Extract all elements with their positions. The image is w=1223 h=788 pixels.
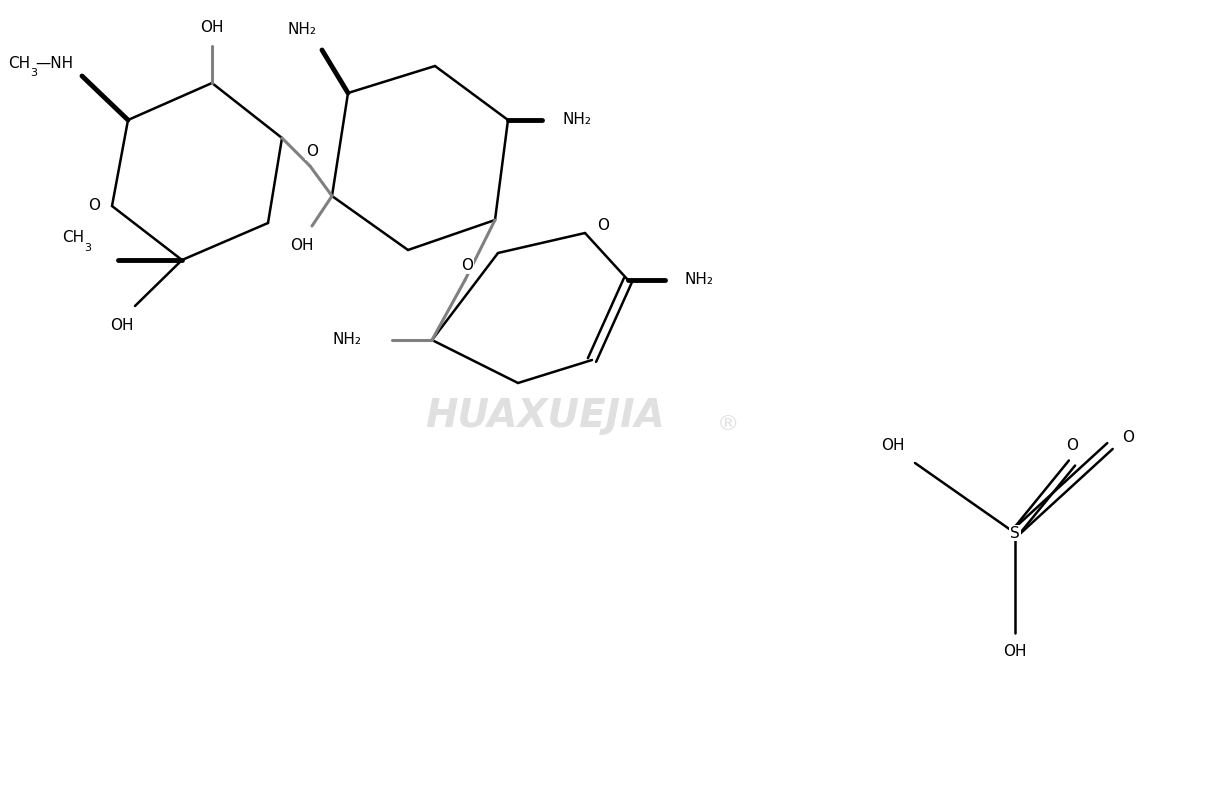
Text: OH: OH <box>1003 644 1027 659</box>
Text: —NH: —NH <box>35 55 73 70</box>
Text: O: O <box>88 199 100 214</box>
Text: O: O <box>597 217 609 232</box>
Text: OH: OH <box>110 318 133 333</box>
Text: OH: OH <box>882 437 905 452</box>
Text: O: O <box>461 258 473 273</box>
Text: ®: ® <box>717 414 739 434</box>
Text: NH₂: NH₂ <box>563 113 591 128</box>
Text: CH: CH <box>62 231 84 246</box>
Text: O: O <box>306 144 318 159</box>
Text: OH: OH <box>290 239 314 254</box>
Text: NH₂: NH₂ <box>287 23 317 38</box>
Text: NH₂: NH₂ <box>685 273 714 288</box>
Text: CH: CH <box>9 55 31 70</box>
Text: OH: OH <box>201 20 224 35</box>
Text: NH₂: NH₂ <box>333 333 362 348</box>
Text: S: S <box>1010 526 1020 541</box>
Text: HUAXUEJIA: HUAXUEJIA <box>426 397 665 435</box>
Text: O: O <box>1066 437 1077 452</box>
Text: O: O <box>1121 430 1134 445</box>
Text: 3: 3 <box>84 243 91 253</box>
Text: 3: 3 <box>31 68 37 78</box>
